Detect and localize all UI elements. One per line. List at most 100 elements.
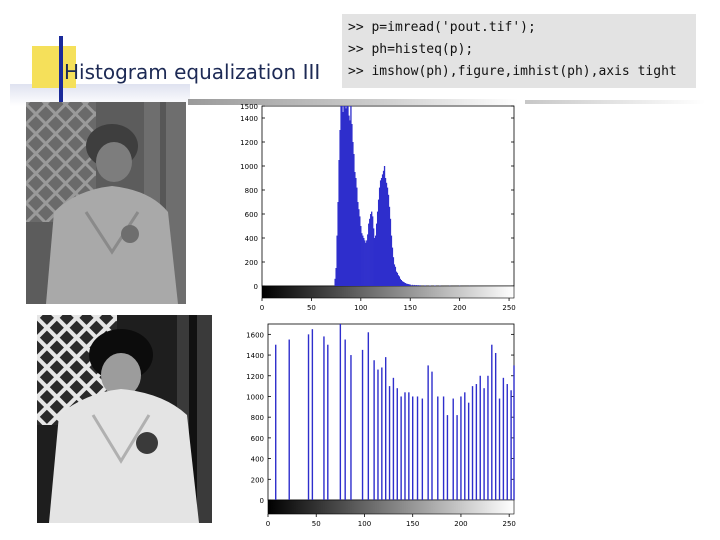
histogram-bar [442,396,445,500]
histogram-bar [369,218,371,286]
y-tick-label: 1200 [246,373,264,381]
histogram-bar [376,211,379,286]
x-tick-label: 200 [453,304,466,312]
x-tick-label: 250 [502,520,515,528]
histogram-bar [355,178,357,286]
histogram-bar [351,124,353,286]
histogram-bar [392,257,395,286]
y-tick-label: 1000 [246,393,264,401]
histogram-bar [417,285,419,286]
histogram-bar [344,106,346,286]
histogram-bar [390,235,393,286]
histogram-bar [393,264,396,286]
photo-equalized [37,315,212,523]
histogram-bar [367,332,370,500]
histogram-bar [408,284,410,286]
histogram-bar [356,187,358,286]
y-tick-label: 0 [254,283,258,291]
histogram-bar [358,209,360,286]
histogram-bar [456,415,458,500]
histogram-bar [380,178,383,286]
y-tick-label: 1500 [240,103,258,111]
histogram-bar [394,266,397,286]
histogram-bar [371,211,373,286]
histogram-bar [361,233,363,286]
y-tick-label: 200 [245,259,258,267]
y-tick-label: 1400 [246,352,264,360]
histogram-bar [383,166,386,286]
histogram-bar [382,170,385,286]
histogram-bar [336,235,338,286]
histogram-bar [288,339,290,500]
histogram-bar [379,180,382,286]
histogram-bar [408,392,410,500]
histogram-bar [372,216,374,286]
y-tick-label: 1600 [246,331,264,339]
plot-frame [267,323,515,501]
y-tick-label: 1000 [240,163,258,171]
histogram-bar [364,240,366,286]
decor-blue-line [59,36,63,102]
histogram-bar [471,386,474,500]
histogram-bar [374,238,376,286]
histogram-bar [335,268,337,286]
histogram-bar [396,272,399,286]
x-tick-label: 200 [454,520,467,528]
slide-title: Histogram equalization III [64,60,321,84]
histogram-bar [337,202,339,286]
histogram-bar [398,276,401,286]
decor-gray-rule [188,99,518,105]
histogram-bar [409,284,411,286]
histogram-bar [475,384,478,500]
histogram-bar [352,142,354,286]
x-tick-label: 100 [354,304,367,312]
decor-gray-rule-right [525,100,705,104]
histogram-bar [391,247,394,286]
histogram-bar [460,396,462,500]
histogram-bar [402,281,404,286]
x-tick-label: 50 [312,520,321,528]
y-tick-label: 0 [260,497,264,505]
histogram-bar [427,365,429,500]
histogram-bar [387,194,390,286]
decor-yellow-square [32,46,76,88]
histogram-bar [395,271,398,286]
histogram-bar [368,223,370,286]
histogram-bar [400,280,402,286]
histogram-bar [357,202,359,286]
histogram-bar [415,285,417,286]
histogram-bar [363,238,365,286]
histogram-bar [334,278,336,286]
x-tick-label: 250 [502,304,515,312]
histogram-bar [323,336,325,500]
histogram-bar [403,282,405,286]
histogram-bar [348,115,350,286]
histogram-bar [378,187,381,286]
histogram-bar [388,206,391,286]
histogram-bar [373,360,375,500]
histogram-bar [384,357,387,500]
histogram-bar [359,216,361,286]
histogram-bar [431,371,433,500]
photo-original [26,102,186,304]
histogram-bar [491,344,493,500]
histogram-bar [419,285,421,286]
histogram-bar [399,278,402,286]
x-tick-label: 0 [266,520,270,528]
y-tick-label: 1200 [240,139,258,147]
histogram-bar [343,106,345,286]
histogram-bar [307,334,310,500]
colorbar [267,499,515,515]
histogram-bar [424,285,426,286]
histogram-bar [494,352,497,500]
histogram-bar [446,415,449,500]
histogram-bar [340,106,342,286]
colorbar [261,285,515,299]
histogram-bar [401,281,403,286]
histogram-bar [502,377,505,500]
histogram-bar [361,349,364,500]
decor-gradient-bar [10,84,190,106]
histogram-original: 0 200 400 600 800 1000 1200 1400 1500 0 50 100 150 20… [240,103,516,312]
histogram-bar [467,402,470,500]
histogram-bar [412,396,414,500]
